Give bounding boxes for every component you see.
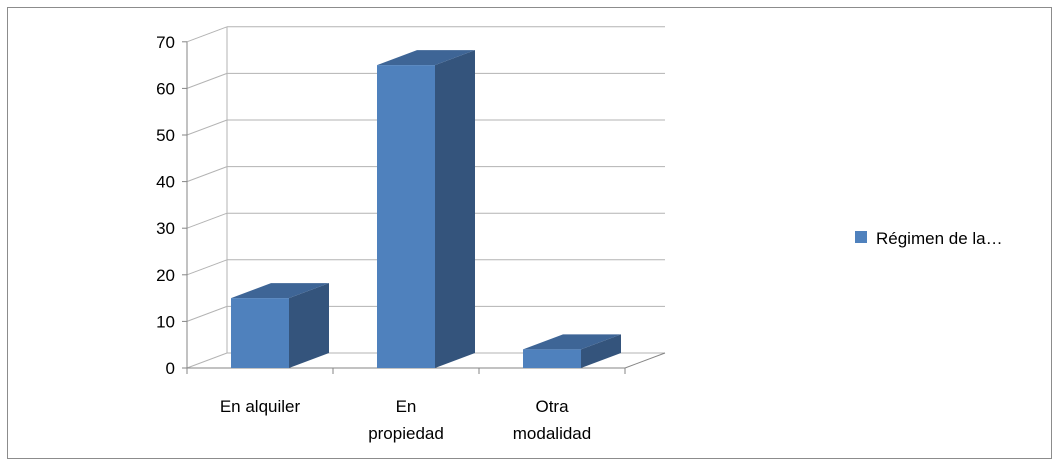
floor-edge [624,352,666,369]
bars [231,50,621,368]
y-tick-label: 10 [156,312,175,331]
gridline-diagonal [186,212,228,229]
bar-top [523,334,621,350]
gridline-diagonal [186,119,228,136]
y-tick-label: 60 [156,79,175,98]
x-category-labels: En alquiler En propiedad Otra modalidad [220,397,591,443]
bar-side [435,50,475,368]
bar-top [377,50,475,66]
x-category-label: modalidad [513,424,591,443]
bar [231,298,289,368]
gridline-diagonal [186,305,228,322]
chart-frame [7,7,1052,459]
bar-side [581,334,621,368]
legend-label: Régimen de la… [876,229,1003,248]
y-tick-label: 40 [156,173,175,192]
y-tick-label: 0 [166,359,175,378]
y-tick-label: 70 [156,33,175,52]
x-category-label: propiedad [368,424,444,443]
bar [523,349,581,368]
x-category-label: Otra [535,397,569,416]
y-tick-labels: 0 10 20 30 40 50 60 70 [156,33,175,378]
legend: Régimen de la… [855,229,1003,248]
gridline-diagonal [186,259,228,276]
gridline-diagonal [186,72,228,89]
gridline-diagonal [186,166,228,183]
y-tick-label: 50 [156,126,175,145]
legend-swatch [855,231,867,243]
gridline-diagonal [186,26,228,43]
x-category-label: En alquiler [220,397,301,416]
bar-side [289,283,329,368]
bar-top [231,283,329,299]
gridline-diagonal [186,352,228,369]
bar [377,65,435,368]
y-tick-label: 20 [156,266,175,285]
y-tick-label: 30 [156,219,175,238]
x-category-label: En [396,397,417,416]
